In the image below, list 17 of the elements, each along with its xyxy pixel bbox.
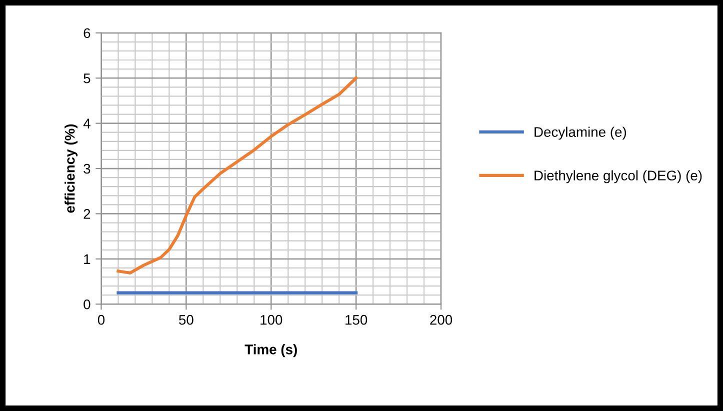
x-tick-label: 0 [98,314,105,325]
y-tick-label: 2 [84,209,90,219]
line-series [116,76,358,274]
y-tick-label: 1 [84,254,90,264]
x-tick-label: 150 [346,314,368,325]
y-axis-title: efficiency (%) [64,124,78,213]
x-tick-label: 200 [430,314,452,325]
x-tick-label: 100 [260,314,282,325]
y-tick-label: 3 [84,164,90,174]
y-tick-label: 4 [83,118,90,128]
x-tick-label: 50 [179,314,194,325]
legend-label: Diethylene glycol (DEG) (e) [534,170,702,184]
y-tick-label: 5 [84,74,90,84]
y-tick-label: 0 [84,299,90,310]
x-axis-title: Time (s) [244,344,297,358]
y-tick-label: 6 [84,28,90,38]
legend-label: Decylamine (e) [534,126,626,140]
